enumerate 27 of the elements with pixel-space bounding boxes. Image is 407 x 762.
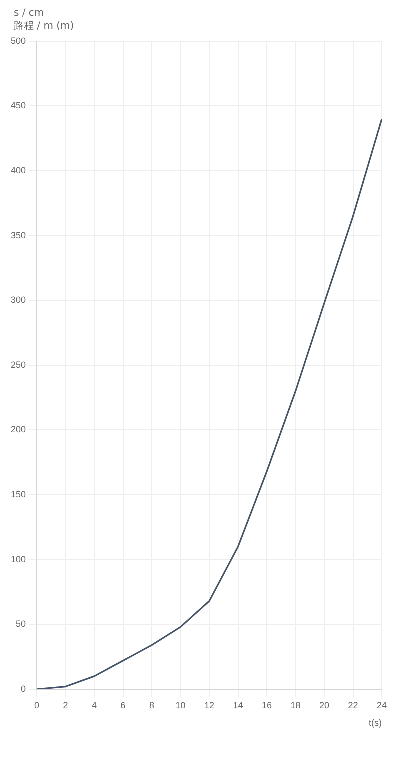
- x-tick-label: 4: [92, 700, 98, 710]
- y-tick-label: 350: [10, 230, 26, 240]
- y-tick-label: 400: [10, 165, 26, 176]
- x-tick-label: 12: [204, 700, 215, 710]
- y-tick-label: 50: [16, 619, 26, 630]
- x-tick-label: 14: [233, 700, 244, 710]
- x-tick-label: 8: [150, 700, 155, 710]
- y-axis-title: s / cm: [13, 8, 46, 19]
- x-tick-label: 6: [120, 700, 126, 710]
- y-tick-label: 0: [21, 684, 26, 694]
- x-tick-label: 0: [34, 700, 40, 710]
- x-tick-label: 10: [176, 700, 186, 710]
- y-tick-label: 300: [10, 295, 26, 306]
- y-tick-label: 250: [10, 360, 26, 370]
- y-tick-label: 450: [10, 100, 26, 111]
- x-axis-title: t(s): [369, 718, 382, 728]
- x-tick-label: 2: [63, 700, 68, 710]
- x-tick-label: 20: [319, 700, 330, 710]
- y-tick-label: 150: [10, 489, 26, 500]
- y-tick-label: 500: [10, 36, 26, 46]
- x-tick-label: 24: [376, 700, 388, 710]
- y-tick-label: 200: [10, 424, 26, 435]
- x-tick-label: 18: [290, 700, 301, 710]
- chart-subtitle: 路程 / m (m): [13, 20, 76, 33]
- y-tick-label: 100: [10, 554, 26, 564]
- x-tick-label: 16: [262, 700, 272, 710]
- x-tick-label: 22: [348, 700, 358, 710]
